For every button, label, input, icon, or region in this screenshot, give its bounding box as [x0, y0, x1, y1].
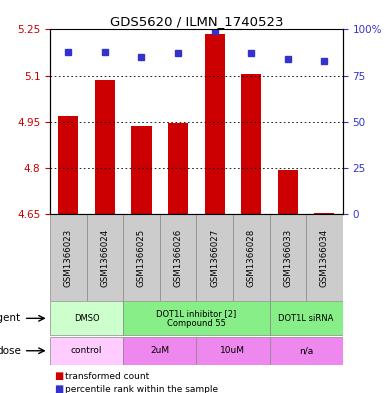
Text: n/a: n/a [299, 346, 313, 355]
Bar [50, 214, 87, 301]
Text: DMSO: DMSO [74, 314, 99, 323]
Bar [50, 301, 123, 335]
Text: 10uM: 10uM [221, 346, 245, 355]
Text: GSM1366025: GSM1366025 [137, 228, 146, 286]
Bar [270, 336, 343, 365]
Bar [314, 213, 335, 214]
Text: GSM1366027: GSM1366027 [210, 228, 219, 286]
Text: GSM1366023: GSM1366023 [64, 228, 73, 286]
Text: GSM1366028: GSM1366028 [247, 228, 256, 286]
Bar [278, 169, 298, 214]
Bar [270, 301, 343, 335]
Bar [196, 214, 233, 301]
Bar [50, 336, 123, 365]
Title: GDS5620 / ILMN_1740523: GDS5620 / ILMN_1740523 [110, 15, 283, 28]
Bar [196, 336, 270, 365]
Text: dose: dose [0, 346, 21, 356]
Bar [123, 336, 196, 365]
Text: agent: agent [0, 313, 21, 323]
Text: GSM1366033: GSM1366033 [283, 228, 292, 286]
Bar [160, 214, 196, 301]
Bar [241, 74, 261, 214]
Text: transformed count: transformed count [65, 372, 150, 381]
Text: GSM1366034: GSM1366034 [320, 228, 329, 286]
Bar [95, 80, 115, 214]
Bar [306, 214, 343, 301]
Bar [270, 214, 306, 301]
Text: DOT1L siRNA: DOT1L siRNA [278, 314, 334, 323]
Text: GSM1366024: GSM1366024 [100, 228, 109, 286]
Bar [87, 214, 123, 301]
Bar [123, 301, 270, 335]
Bar [204, 34, 225, 214]
Text: percentile rank within the sample: percentile rank within the sample [65, 385, 219, 393]
Text: ■: ■ [54, 384, 63, 393]
Bar [168, 123, 188, 214]
Text: GSM1366026: GSM1366026 [174, 228, 182, 286]
Bar [58, 116, 79, 214]
Text: DOT1L inhibitor [2]
Compound 55: DOT1L inhibitor [2] Compound 55 [156, 309, 236, 328]
Bar [123, 214, 160, 301]
Text: control: control [71, 346, 102, 355]
Bar [233, 214, 270, 301]
Bar [131, 127, 152, 214]
Text: ■: ■ [54, 371, 63, 382]
Text: 2uM: 2uM [150, 346, 169, 355]
